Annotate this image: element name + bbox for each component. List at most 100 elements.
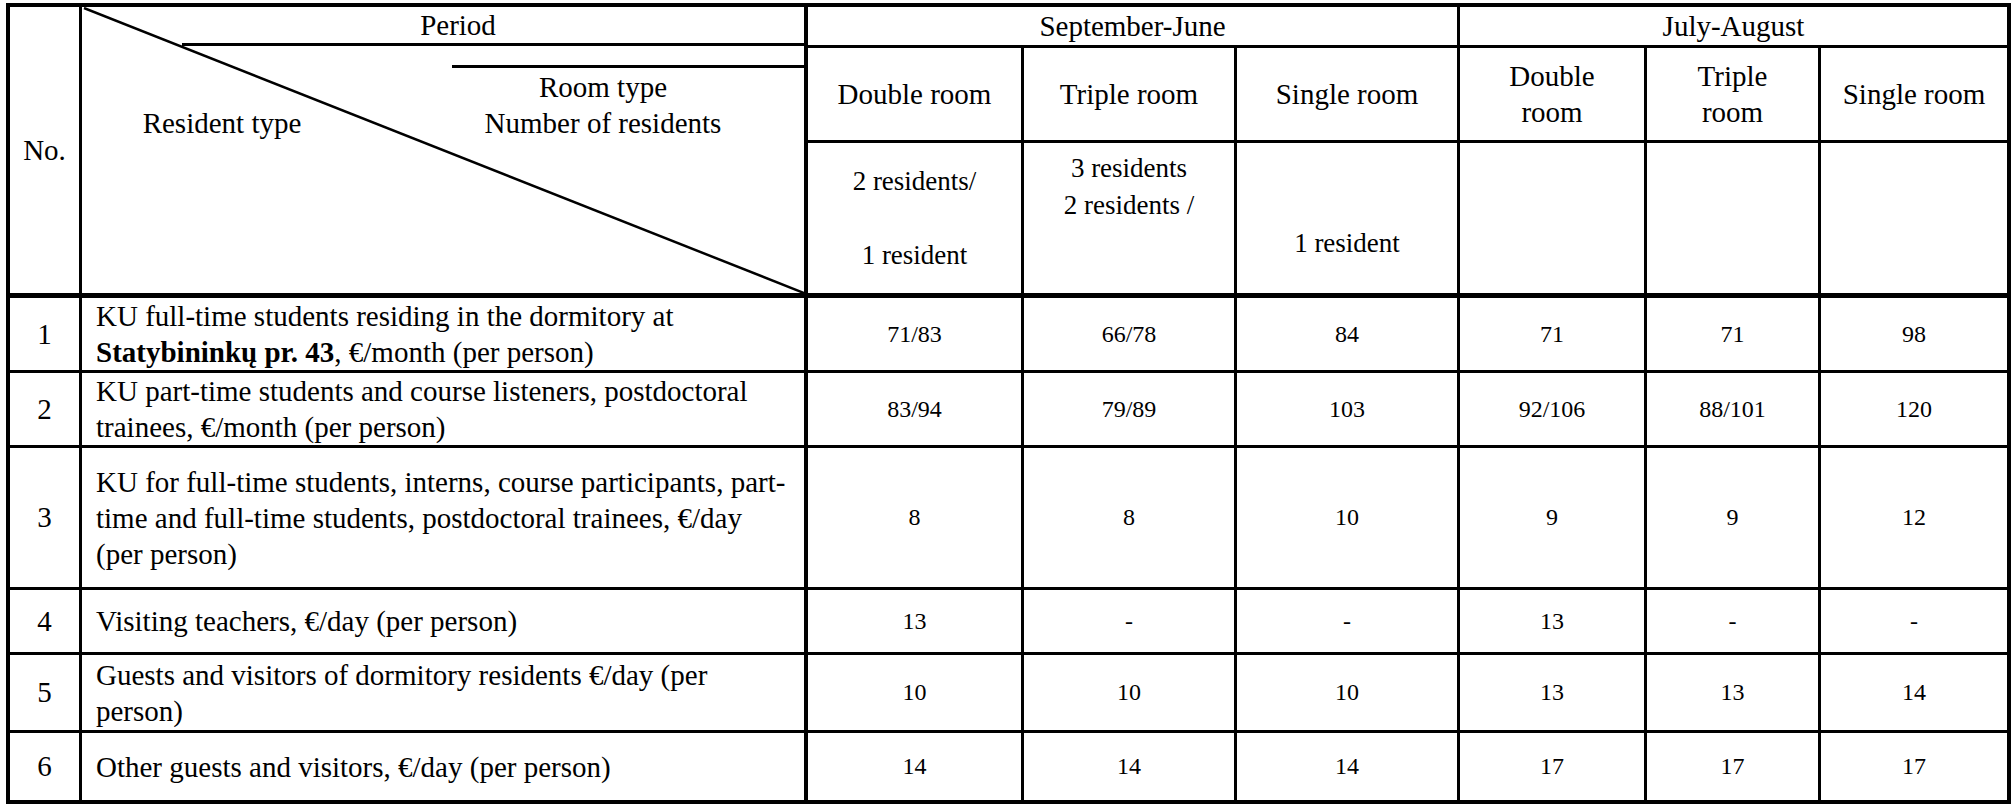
header-ja-single-residents [1821,143,2007,298]
sj-single-residents-label: 1 resident [1294,225,1400,262]
value-text: 79/89 [1102,396,1157,423]
ja-single-room-label: Single room [1843,76,1986,112]
row-4-sj-triple-value: - [1024,590,1237,655]
value-text: 66/78 [1102,321,1157,348]
period-group-july-august: July-August [1460,7,2007,48]
row-1-text-before: KU full-time students residing in the do… [96,300,674,332]
row-2-ja-triple-value: 88/101 [1647,373,1821,448]
dormitory-pricing-table: No. Period Room type Number of residents… [6,3,2011,804]
row-5-number: 5 [10,655,82,733]
row-3-ja-triple-value: 9 [1647,448,1821,590]
ja-triple-room-label: Triple room [1698,58,1768,130]
row-6-number-text: 6 [37,750,52,783]
header-ja-double-room: Double room [1460,48,1647,143]
value-text: 88/101 [1699,396,1766,423]
value-text: - [1343,608,1351,635]
row-4-number: 4 [10,590,82,655]
row-3-sj-single-value: 10 [1237,448,1460,590]
value-text: 92/106 [1519,396,1586,423]
row-3-resident-type-text: KU for full-time students, interns, cour… [96,464,792,572]
value-text: 14 [903,753,927,780]
row-5-resident-type: Guests and visitors of dormitory residen… [82,655,808,733]
row-5-ja-single-value: 14 [1821,655,2007,733]
value-text: 12 [1902,504,1926,531]
header-sj-double-residents: 2 residents/ 1 resident [808,143,1024,298]
row-1-resident-type-text: KU full-time students residing in the do… [96,298,792,370]
value-text: 71/83 [887,321,942,348]
row-1-sj-triple-value: 66/78 [1024,298,1237,373]
row-1-ja-triple-value: 71 [1647,298,1821,373]
row-2-text-before: KU part-time students and course listene… [96,375,748,443]
header-ja-triple-room: Triple room [1647,48,1821,143]
row-2-number-text: 2 [37,393,52,426]
value-text: 13 [1540,608,1564,635]
room-type-overline [452,65,804,68]
header-ja-double-residents [1460,143,1647,298]
value-text: 13 [903,608,927,635]
no-column-header: No. [10,7,82,298]
value-text: 17 [1721,753,1745,780]
row-3-number-text: 3 [37,501,52,534]
row-1-sj-single-value: 84 [1237,298,1460,373]
row-1-ja-single-value: 98 [1821,298,2007,373]
header-ja-triple-residents [1647,143,1821,298]
value-text: 9 [1546,504,1558,531]
row-6-ja-triple-value: 17 [1647,733,1821,800]
value-text: - [1729,608,1737,635]
header-sj-triple-residents: 3 residents 2 residents / [1024,143,1237,298]
value-text: 14 [1335,753,1359,780]
row-1-number: 1 [10,298,82,373]
value-text: 10 [903,679,927,706]
row-4-resident-type: Visiting teachers, €/day (per person) [82,590,808,655]
corner-header-cell: Period Room type Number of residents Res… [82,7,808,298]
room-type-label: Room type [412,69,794,105]
sj-single-room-label: Single room [1276,76,1419,112]
row-6-ja-double-value: 17 [1460,733,1647,800]
row-1-text-bold: Statybininkų pr. 43 [96,336,334,368]
row-2-resident-type: KU part-time students and course listene… [82,373,808,448]
period-label: Period [82,9,804,42]
header-sj-triple-room: Triple room [1024,48,1237,143]
value-text: 8 [909,504,921,531]
row-2-sj-triple-value: 79/89 [1024,373,1237,448]
period-underline [182,43,804,46]
value-text: 17 [1540,753,1564,780]
july-august-label: July-August [1663,10,1805,43]
row-6-sj-triple-value: 14 [1024,733,1237,800]
value-text: 10 [1335,679,1359,706]
row-2-ja-double-value: 92/106 [1460,373,1647,448]
row-2-ja-single-value: 120 [1821,373,2007,448]
value-text: 17 [1902,753,1926,780]
row-1-number-text: 1 [37,318,52,351]
header-ja-single-room: Single room [1821,48,2007,143]
ja-double-room-label: Double room [1509,58,1594,130]
row-6-resident-type: Other guests and visitors, €/day (per pe… [82,733,808,800]
header-sj-double-room: Double room [808,48,1024,143]
row-6-sj-double-value: 14 [808,733,1024,800]
row-5-number-text: 5 [37,676,52,709]
number-of-residents-label: Number of residents [412,105,794,141]
header-sj-single-room: Single room [1237,48,1460,143]
september-june-label: September-June [1039,10,1225,43]
row-4-text-before: Visiting teachers, €/day (per person) [96,605,517,637]
row-4-ja-triple-value: - [1647,590,1821,655]
row-3-ja-double-value: 9 [1460,448,1647,590]
value-text: 14 [1117,753,1141,780]
value-text: 71 [1721,321,1745,348]
value-text: - [1125,608,1133,635]
value-text: 103 [1329,396,1365,423]
value-text: 9 [1727,504,1739,531]
row-6-resident-type-text: Other guests and visitors, €/day (per pe… [96,749,611,785]
resident-type-label: Resident type [112,107,332,140]
room-type-number-labels: Room type Number of residents [412,69,794,141]
row-5-sj-double-value: 10 [808,655,1024,733]
row-2-number: 2 [10,373,82,448]
page: No. Period Room type Number of residents… [0,0,2012,804]
row-5-ja-double-value: 13 [1460,655,1647,733]
row-1-text-after: , €/month (per person) [334,336,593,368]
value-text: 83/94 [887,396,942,423]
row-6-ja-single-value: 17 [1821,733,2007,800]
row-2-sj-double-value: 83/94 [808,373,1024,448]
row-3-sj-triple-value: 8 [1024,448,1237,590]
value-text: 84 [1335,321,1359,348]
